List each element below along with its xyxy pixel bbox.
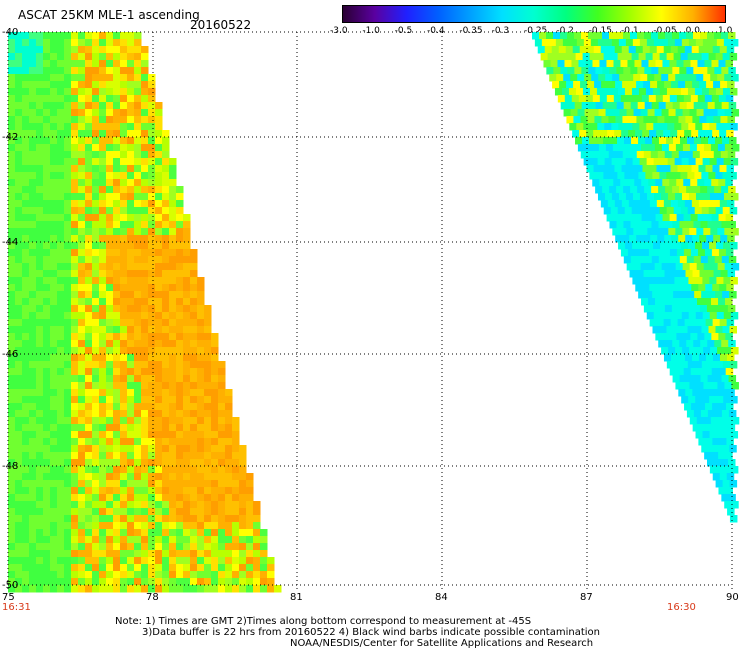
lon-label-81: 81 — [290, 592, 303, 603]
lat-label-40: -40 — [2, 27, 19, 38]
lon-label-75: 75 — [2, 592, 15, 603]
lat-label-42: -42 — [2, 132, 19, 143]
colorbar — [342, 5, 726, 23]
footer-note-3: NOAA/NESDIS/Center for Satellite Applica… — [290, 638, 594, 649]
colorbar-label: -0.15 — [588, 26, 612, 36]
lon-label-78: 78 — [146, 592, 159, 603]
colorbar-label: -0.1 — [621, 26, 639, 36]
footer-note-1: Note: 1) Times are GMT 2)Times along bot… — [115, 616, 532, 627]
colorbar-label: -0.2 — [556, 26, 574, 36]
colorbar-label: -0.3 — [491, 26, 510, 36]
swath-left — [8, 32, 282, 593]
lat-label-44: -44 — [2, 237, 19, 248]
colorbar-label: -0.4 — [427, 26, 445, 36]
lat-lon-grid — [7, 31, 733, 590]
colorbar-label: -3.0 — [330, 26, 348, 36]
lat-label-46: -46 — [2, 349, 19, 360]
colorbar-label: -0.25 — [524, 26, 548, 36]
lon-label-87: 87 — [580, 592, 593, 603]
time-left: 16:31 — [2, 602, 31, 613]
footer-note-2: 3)Data buffer is 22 hrs from 20160522 4)… — [142, 627, 600, 638]
lat-label-48: -48 — [2, 461, 19, 472]
colorbar-label: -1.0 — [362, 26, 380, 36]
product-title: ASCAT 25KM MLE-1 ascending — [18, 8, 200, 22]
colorbar-label: 0.0 — [685, 26, 700, 36]
lon-label-90: 90 — [726, 592, 739, 603]
lat-label-50: -50 — [2, 580, 19, 591]
lon-label-84: 84 — [435, 592, 448, 603]
swath-right — [532, 32, 740, 523]
colorbar-label: -0.35 — [459, 26, 483, 36]
product-date: 20160522 — [190, 18, 252, 32]
colorbar-label: -0.05 — [653, 26, 677, 36]
colorbar-labels: -3.0 -1.0 -0.5 -0.4 -0.35 -0.3 -0.25 -0.2 -0.15-… — [330, 26, 733, 38]
colorbar-label: 1.0 — [718, 26, 733, 36]
colorbar-label: -0.5 — [394, 26, 413, 36]
time-right: 16:30 — [667, 602, 696, 613]
